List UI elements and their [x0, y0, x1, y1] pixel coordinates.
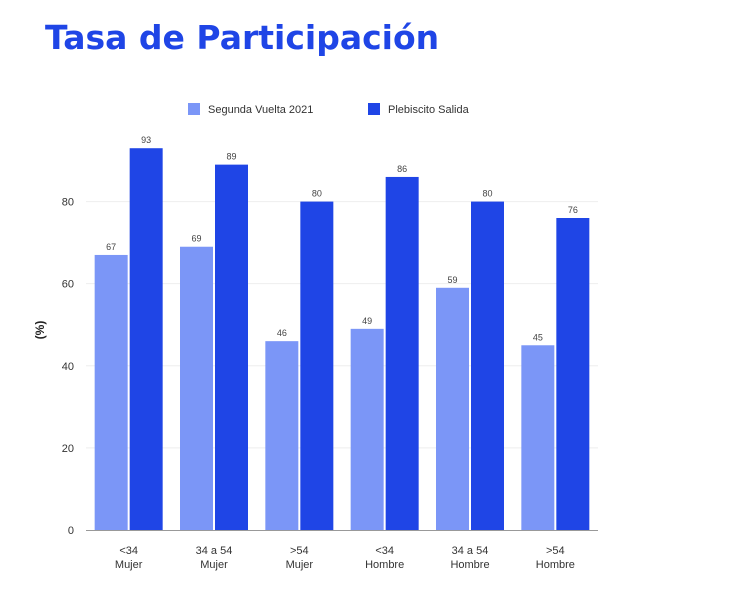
legend: Segunda Vuelta 2021 Plebiscito Salida	[188, 103, 470, 116]
chart-title: Tasa de Participación	[45, 18, 440, 57]
bar	[215, 164, 248, 530]
data-label: 86	[397, 164, 407, 174]
data-label: 59	[447, 275, 457, 285]
bar	[94, 254, 128, 530]
y-axis-label: (%)	[33, 321, 47, 340]
data-label: 80	[312, 189, 322, 199]
x-tick-label: 34 a 54 Mujer	[196, 545, 233, 571]
bar	[180, 246, 213, 530]
bar	[556, 218, 590, 530]
data-label: 93	[141, 135, 151, 145]
y-tick-label: 20	[62, 443, 74, 455]
x-tick-label: <34 Mujer	[115, 545, 143, 571]
x-tick-label: 34 a 54 Hombre	[450, 545, 489, 571]
x-tick-label: >54 Hombre	[536, 545, 575, 571]
x-tick-label: >54 Mujer	[286, 545, 314, 571]
bar	[436, 287, 469, 530]
data-label: 69	[191, 234, 201, 244]
y-tick-label: 80	[62, 197, 74, 209]
data-label: 49	[362, 316, 372, 326]
y-tick-label: 0	[68, 525, 74, 537]
data-label: 80	[482, 189, 492, 199]
gridlines	[86, 201, 598, 449]
y-tick-label: 40	[62, 361, 74, 373]
legend-label: Segunda Vuelta 2021	[208, 104, 313, 116]
data-label: 89	[226, 152, 236, 162]
bar	[300, 201, 334, 530]
bar	[471, 201, 504, 530]
x-tick-label: <34 Hombre	[365, 545, 404, 571]
data-label: 45	[533, 332, 543, 342]
legend-swatch	[368, 103, 380, 115]
legend-label: Plebiscito Salida	[388, 104, 470, 116]
bar	[265, 341, 299, 530]
bar	[129, 148, 163, 531]
bars: 67 93 69 89 46 80 49 86 59 80 45 76	[94, 135, 590, 531]
data-label: 67	[106, 242, 116, 252]
legend-swatch	[188, 103, 200, 115]
y-axis: 0 20 40 60 80	[62, 197, 74, 537]
data-label: 76	[568, 205, 578, 215]
data-label: 46	[277, 328, 287, 338]
bar	[385, 176, 419, 530]
bar	[521, 345, 555, 530]
bar	[350, 328, 384, 530]
x-axis: <34 Mujer 34 a 54 Mujer >54 Mujer <34 Hombre 34 …	[86, 530, 598, 571]
y-tick-label: 60	[62, 279, 74, 291]
